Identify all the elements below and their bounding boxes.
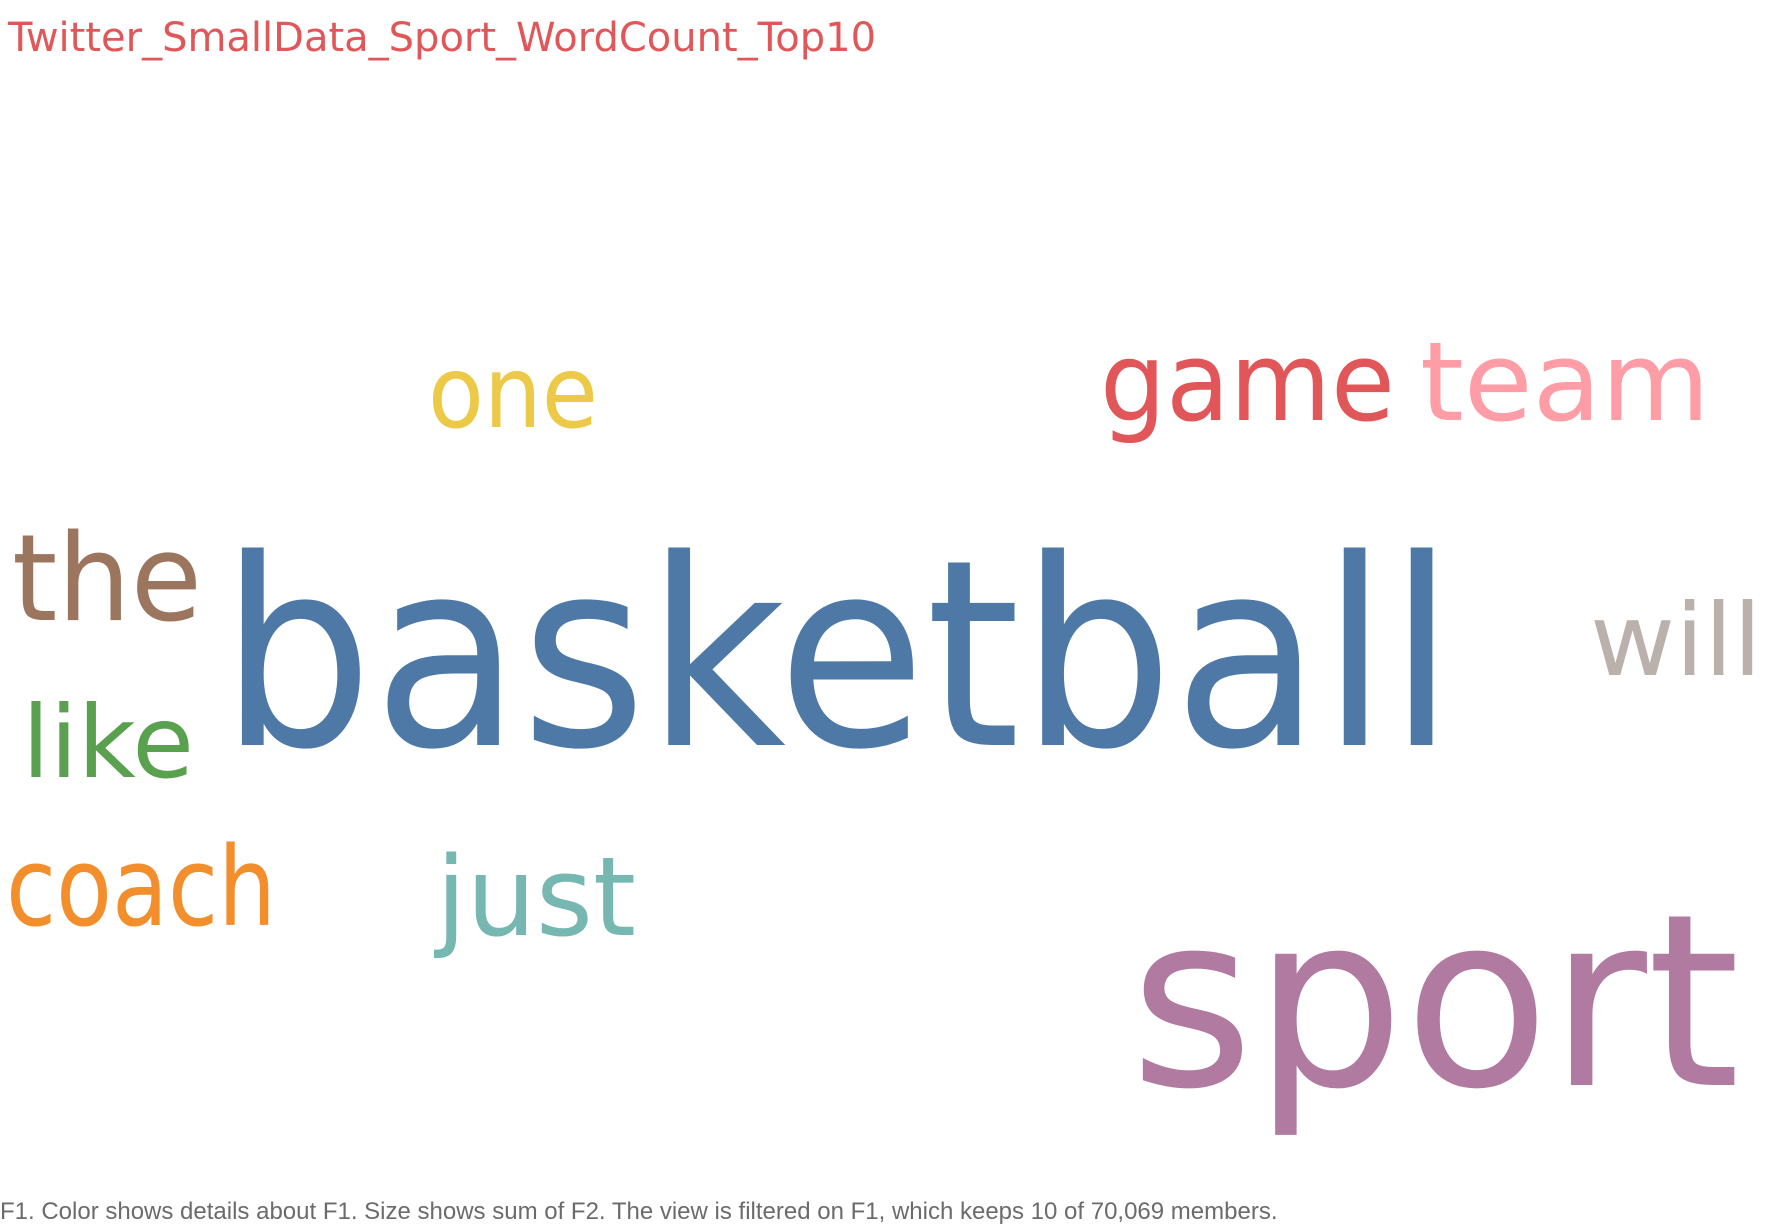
word-the: the <box>12 510 202 649</box>
chart-title: Twitter_SmallData_Sport_WordCount_Top10 <box>8 15 877 61</box>
word-one: one <box>428 334 598 451</box>
word-coach: coach <box>6 823 276 951</box>
word-sport: sport <box>1130 862 1740 1142</box>
word-team: team <box>1420 318 1710 446</box>
word-cloud: basketball sport game team the coach just one li… <box>6 318 1762 1142</box>
word-just: just <box>434 833 636 961</box>
word-like: like <box>22 684 194 801</box>
word-basketball: basketball <box>220 505 1455 807</box>
word-game: game <box>1100 318 1395 446</box>
word-will: will <box>1590 582 1762 699</box>
chart-caption: F1. Color shows details about F1. Size s… <box>0 1198 1278 1225</box>
